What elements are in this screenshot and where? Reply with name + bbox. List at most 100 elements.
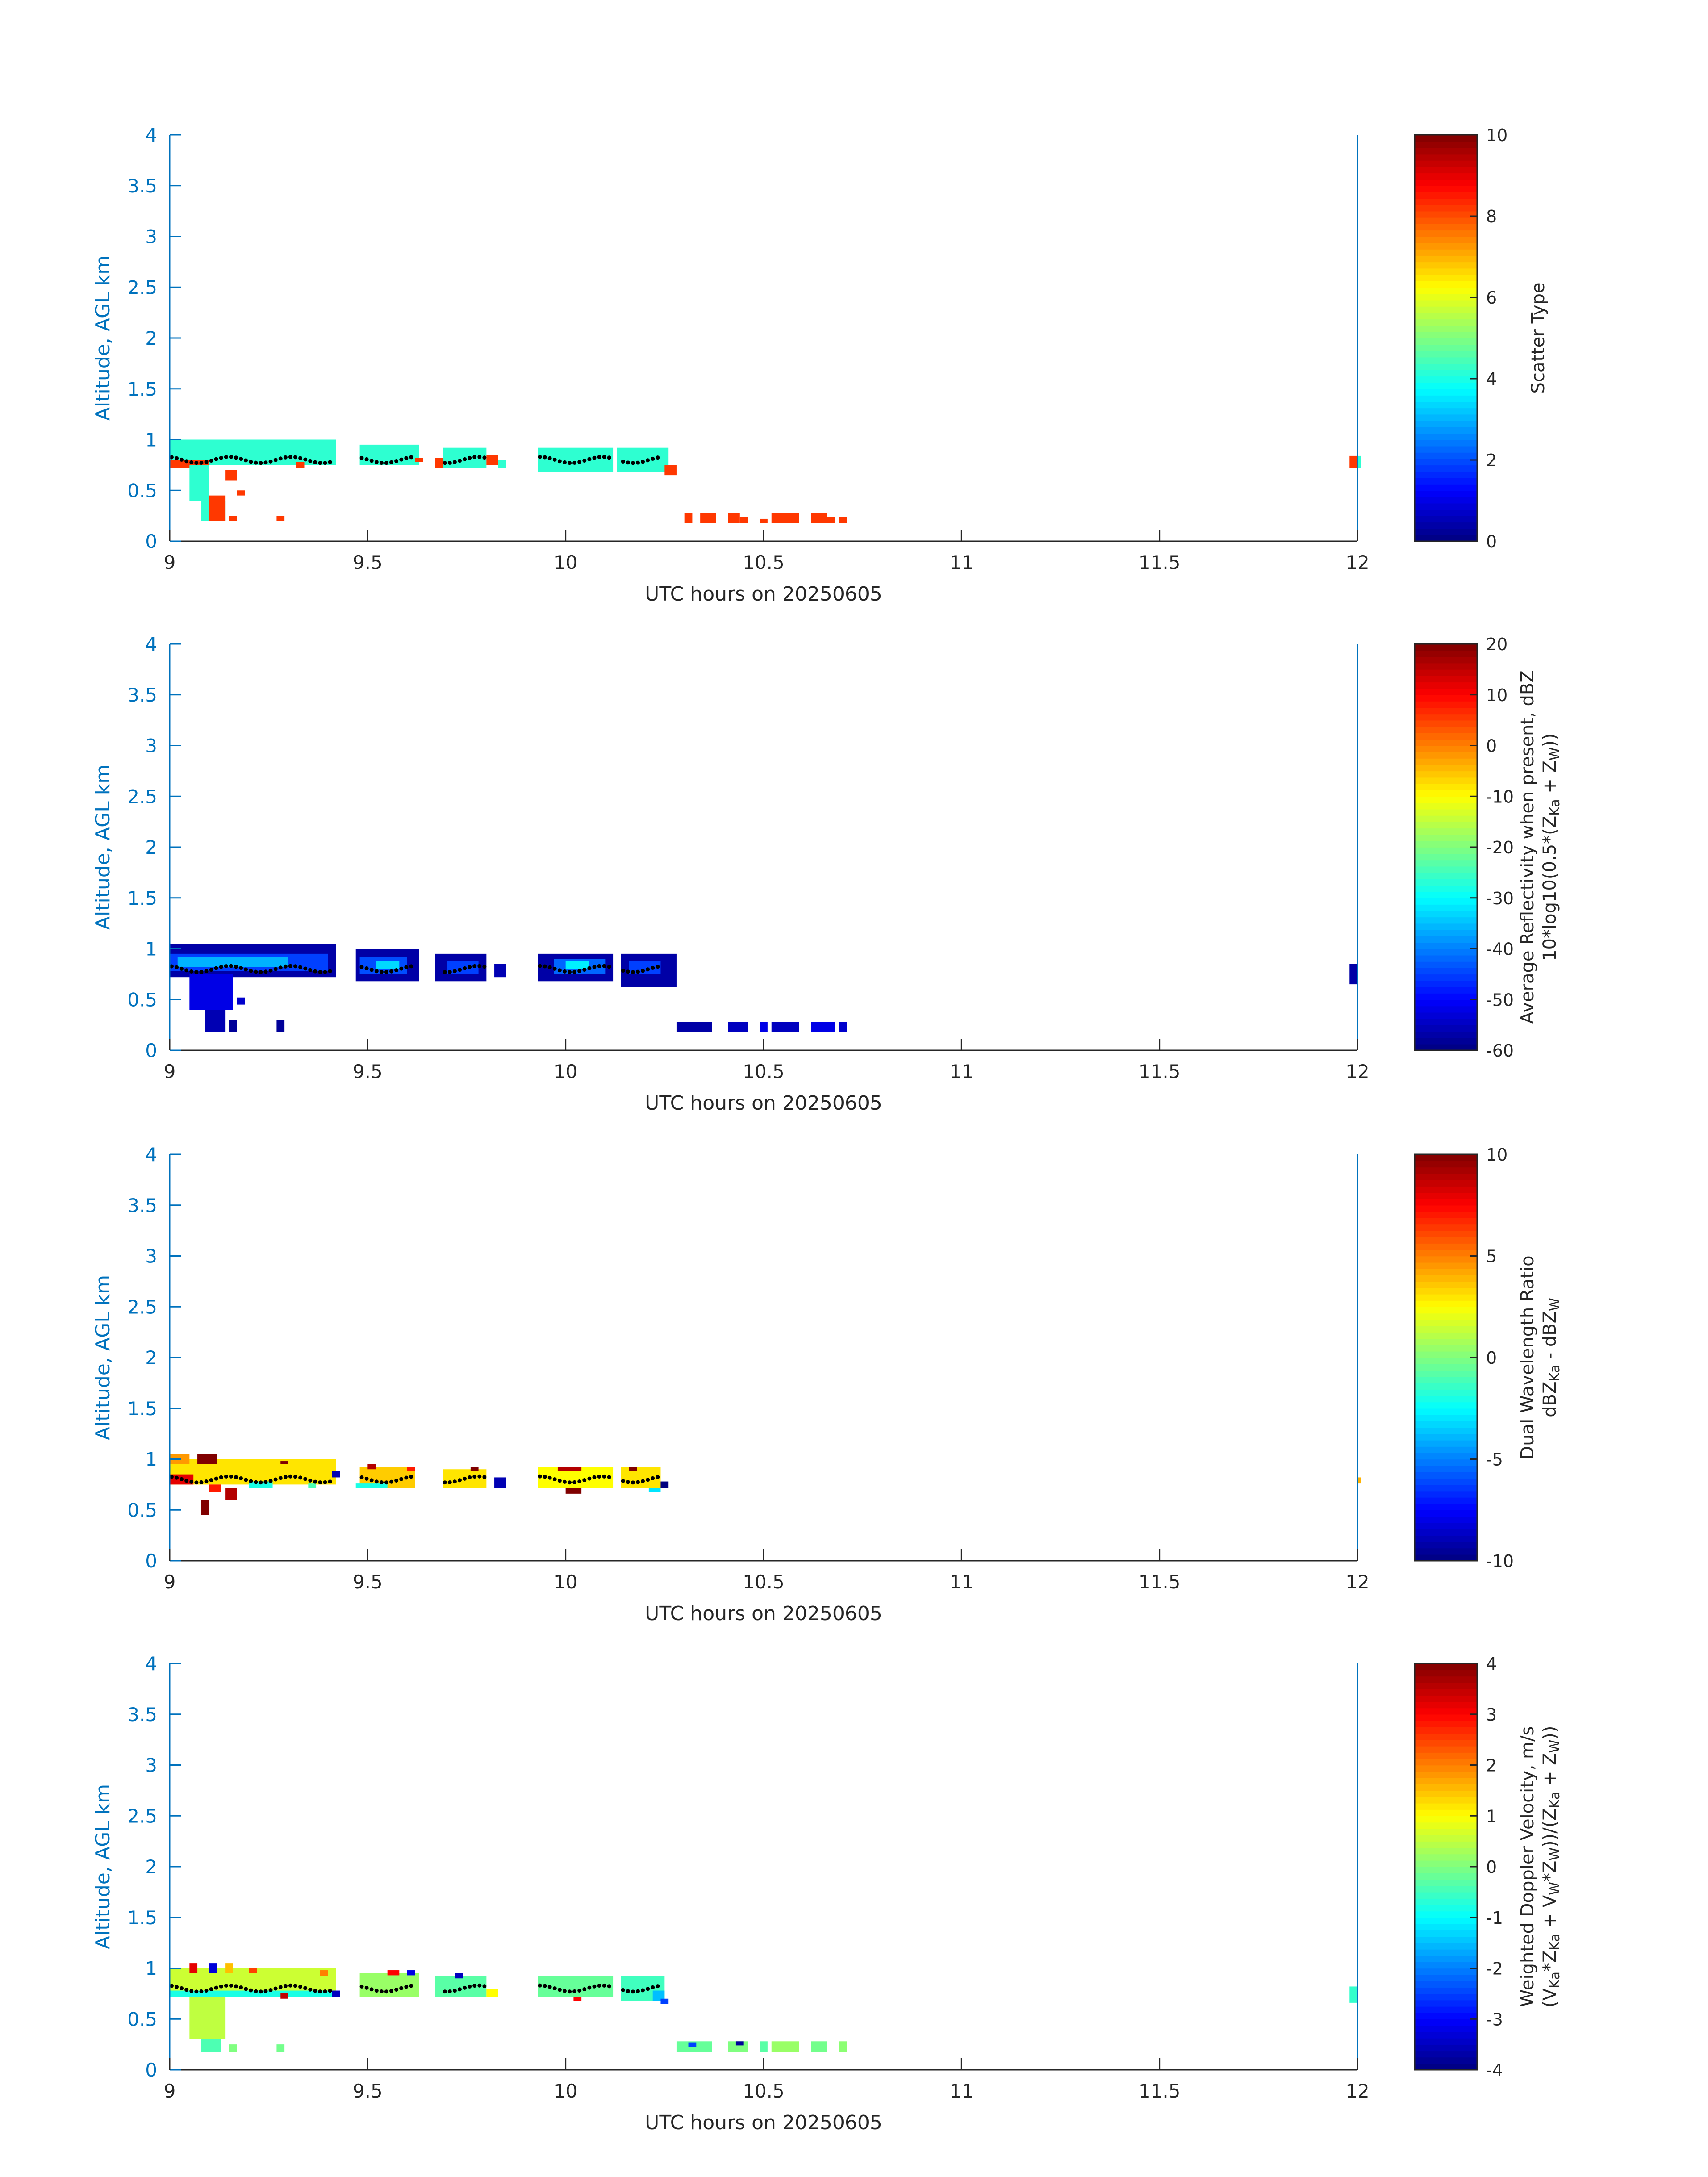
colorbar-formula-part: 10*log10(0.5*(Z xyxy=(1540,816,1560,961)
colorbar-segment xyxy=(1415,242,1477,250)
colorbar-segment xyxy=(1415,1854,1477,1861)
colorbar-segment xyxy=(1415,955,1477,962)
cloud-base-dot xyxy=(447,1480,452,1484)
colorbar-tick-label: -3 xyxy=(1486,2010,1503,2029)
heatmap-cell xyxy=(276,1020,285,1032)
cloud-base-dot xyxy=(303,966,308,971)
cloud-base-dot xyxy=(587,1476,592,1481)
colorbar-segment xyxy=(1415,420,1477,427)
cloud-base-dot xyxy=(328,1989,332,1993)
x-tick-label: 12 xyxy=(1345,552,1369,573)
cloud-base-dot xyxy=(557,1988,562,1992)
cloud-base-dot xyxy=(254,969,258,974)
y-tick-label: 1 xyxy=(145,1958,157,1980)
colorbar-segment xyxy=(1415,249,1477,256)
colorbar-segment xyxy=(1415,1006,1477,1013)
cloud-base-dot xyxy=(209,968,213,972)
colorbar-segment xyxy=(1415,1879,1477,1886)
heatmap-cell xyxy=(225,1488,237,1500)
x-tick-label: 11 xyxy=(950,2080,973,2102)
cloud-base-dot xyxy=(268,968,273,973)
heatmap-cell xyxy=(225,470,237,481)
colorbar-segment xyxy=(1415,1923,1477,1930)
cloud-base-dot xyxy=(477,964,482,968)
cloud-base-dot xyxy=(621,1988,625,1992)
colorbar-segment xyxy=(1415,1917,1477,1924)
x-tick-label: 9.5 xyxy=(353,2080,383,2102)
cloud-base-dot xyxy=(557,459,562,464)
cloud-base-dot xyxy=(443,461,447,465)
colorbar-segment xyxy=(1415,1025,1477,1032)
colorbar-segment xyxy=(1415,287,1477,294)
colorbar-segment xyxy=(1415,834,1477,841)
y-tick-label: 4 xyxy=(145,633,157,655)
colorbar-segment xyxy=(1415,1504,1477,1511)
cloud-base-dot xyxy=(369,459,374,463)
cloud-base-dot xyxy=(472,1984,477,1988)
colorbar-segment xyxy=(1415,535,1477,542)
cloud-base-dot xyxy=(263,460,268,465)
y-tick-label: 2.5 xyxy=(127,1296,157,1318)
colorbar-segment xyxy=(1415,325,1477,332)
colorbar-formula-subscript: Ka xyxy=(1547,1792,1563,1809)
colorbar-segment xyxy=(1415,929,1477,936)
heatmap-cell xyxy=(189,974,233,1010)
cloud-base-dot xyxy=(308,459,313,463)
cloud-base-dot xyxy=(447,1989,452,1993)
cloud-base-dot xyxy=(626,1989,630,1993)
colorbar-segment xyxy=(1415,923,1477,930)
cloud-base-dot xyxy=(189,460,194,464)
cloud-base-dot xyxy=(399,1477,404,1481)
cloud-base-dot xyxy=(582,1987,587,1992)
cloud-base-dot xyxy=(602,455,606,459)
colorbar-segment xyxy=(1415,904,1477,911)
y-tick-label: 3 xyxy=(145,1755,157,1776)
colorbar-segment xyxy=(1415,936,1477,943)
colorbar-segment xyxy=(1415,255,1477,263)
cloud-base-dot xyxy=(543,964,547,969)
x-tick-label: 10 xyxy=(554,552,577,573)
cloud-base-dot xyxy=(199,1480,204,1484)
cloud-base-dot xyxy=(631,1480,635,1485)
cloud-base-dot xyxy=(259,1989,263,1994)
colorbar-segment xyxy=(1415,1453,1477,1460)
cloud-base-dot xyxy=(209,1478,213,1483)
cloud-base-dot xyxy=(552,1477,557,1481)
colorbar-tick-label: 10 xyxy=(1486,1145,1508,1165)
cloud-base-dot xyxy=(389,1989,394,1993)
cloud-base-dot xyxy=(239,1985,243,1990)
cloud-base-dot xyxy=(646,1478,650,1482)
cloud-base-dot xyxy=(249,1479,253,1483)
y-tick-label: 3.5 xyxy=(127,1195,157,1216)
cloud-base-dot xyxy=(234,1475,238,1479)
cloud-base-dot xyxy=(394,1987,399,1992)
x-tick-group: 9 9.5 10 10.5 11 11.5 12 xyxy=(164,2058,1370,2102)
colorbar-segment xyxy=(1415,205,1477,212)
cloud-base-dot xyxy=(463,1985,467,1990)
cloud-base-dot xyxy=(443,970,447,974)
heatmap-cell xyxy=(760,518,768,523)
cloud-base-dots xyxy=(169,455,660,465)
colorbar-segment xyxy=(1415,528,1477,535)
cloud-base-dot xyxy=(313,969,317,974)
cloud-base-dot xyxy=(313,460,317,464)
y-tick-label: 2.5 xyxy=(127,276,157,298)
cloud-base-dot xyxy=(229,1983,233,1988)
colorbar-segment xyxy=(1415,1218,1477,1225)
cloud-base-dot xyxy=(572,969,577,974)
colorbar-segment xyxy=(1415,1440,1477,1447)
colorbar-segment xyxy=(1415,777,1477,784)
colorbar-segment xyxy=(1415,357,1477,364)
colorbar-frame xyxy=(1414,134,1478,542)
heatmap-cell xyxy=(209,1963,217,1973)
colorbar-segment xyxy=(1415,765,1477,772)
y-tick-label: 4 xyxy=(145,1144,157,1166)
heatmap-cell xyxy=(237,490,245,496)
cloud-base-dot xyxy=(635,1989,640,1993)
cloud-base-dot xyxy=(303,1986,308,1990)
colorbar-segment xyxy=(1415,141,1477,148)
colorbar-segment xyxy=(1415,2038,1477,2045)
colorbar-segment xyxy=(1415,1784,1477,1791)
cloud-base-dot xyxy=(587,1985,592,1990)
colorbar-segment xyxy=(1415,319,1477,326)
